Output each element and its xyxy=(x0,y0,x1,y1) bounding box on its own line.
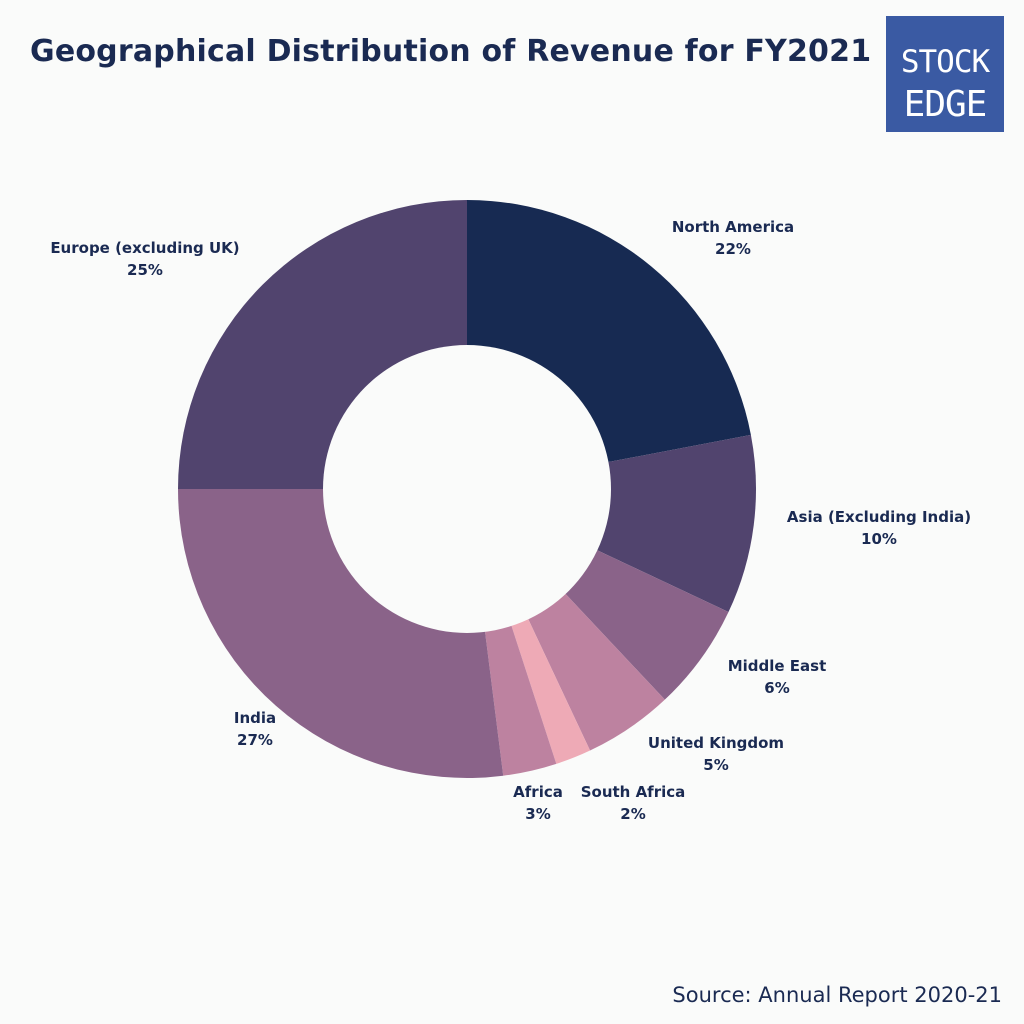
slice-value-label: 27% xyxy=(237,731,273,749)
slice-label: North America xyxy=(672,218,794,236)
slice-value-label: 25% xyxy=(127,261,163,279)
slice-value-label: 22% xyxy=(715,240,751,258)
logo-text-edge: EDGE xyxy=(903,84,988,125)
slice-label: Asia (Excluding India) xyxy=(787,508,971,526)
slice-value-label: 6% xyxy=(764,679,789,697)
slice-label: United Kingdom xyxy=(648,734,784,752)
slice-value-label: 3% xyxy=(525,805,550,823)
slice-label: Africa xyxy=(513,783,563,801)
slice-label: India xyxy=(234,709,276,727)
slice-value-label: 5% xyxy=(703,756,728,774)
donut-hole xyxy=(323,345,611,633)
slice-labels: North America 22% Asia (Excluding India) 10… xyxy=(50,218,971,823)
source-note: Source: Annual Report 2020-21 xyxy=(672,983,1002,1007)
stockedge-logo: STOCK EDGE xyxy=(886,16,1004,132)
logo-text-stock: STOCK xyxy=(900,44,990,80)
slice-value-label: 10% xyxy=(861,530,897,548)
slice-label: Europe (excluding UK) xyxy=(50,239,239,257)
chart-title: Geographical Distribution of Revenue for… xyxy=(30,34,872,69)
slice-label: South Africa xyxy=(581,783,686,801)
slice-value-label: 2% xyxy=(620,805,645,823)
slice-label: Middle East xyxy=(728,657,827,675)
